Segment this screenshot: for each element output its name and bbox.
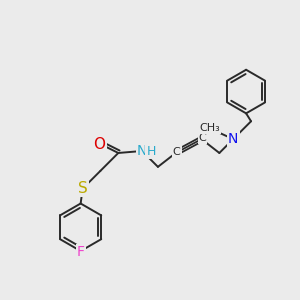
- Text: C: C: [199, 133, 206, 143]
- Text: H: H: [146, 146, 156, 158]
- Text: N: N: [228, 132, 238, 146]
- Text: CH₃: CH₃: [199, 123, 220, 133]
- Text: O: O: [94, 136, 106, 152]
- Text: F: F: [76, 245, 85, 259]
- Text: C: C: [173, 147, 181, 157]
- Text: N: N: [137, 144, 147, 158]
- Text: S: S: [78, 181, 88, 196]
